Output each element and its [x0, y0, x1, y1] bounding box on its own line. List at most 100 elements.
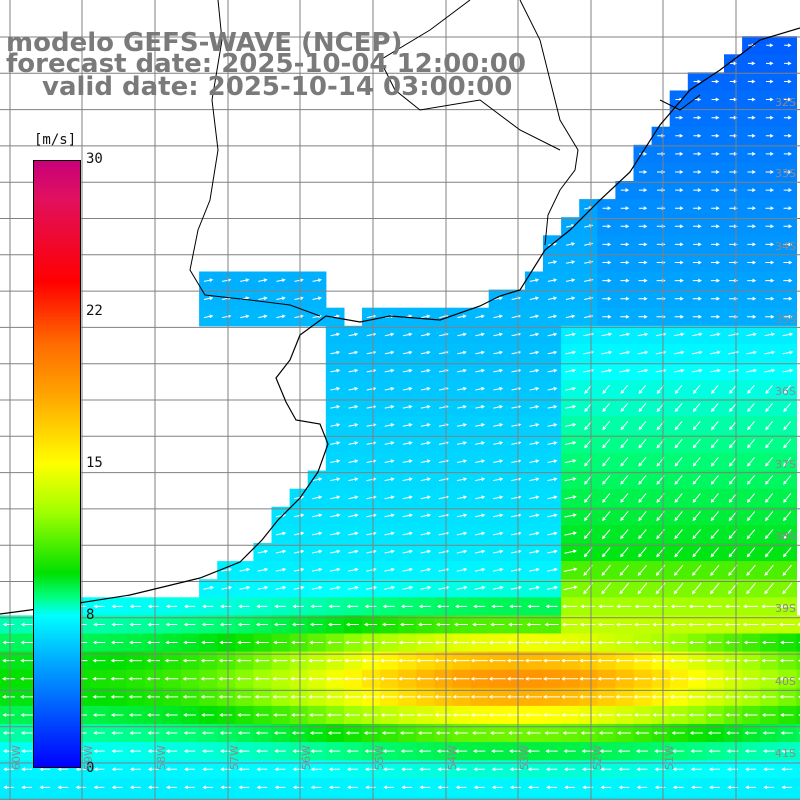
wind-arrow	[491, 767, 503, 772]
wind-arrow	[364, 767, 377, 772]
wind-arrow	[797, 677, 800, 681]
wind-arrow	[2, 713, 15, 717]
wind-arrow	[418, 749, 431, 754]
wind-arrow	[366, 477, 377, 482]
wind-arrow	[493, 441, 504, 445]
wind-arrow	[654, 749, 667, 754]
wind-arrow	[763, 785, 775, 790]
wind-arrow	[547, 386, 558, 391]
lon-label: 58W	[155, 745, 168, 770]
wind-arrow	[600, 767, 612, 772]
wind-arrow	[475, 368, 486, 373]
wind-arrow	[511, 567, 522, 572]
wind-arrow	[416, 658, 434, 663]
wind-speed-cell	[144, 796, 164, 800]
lat-label: 36S	[775, 385, 796, 398]
wind-arrow	[493, 405, 504, 409]
wind-arrow	[654, 767, 666, 772]
wind-speed-cell	[36, 796, 55, 800]
wind-arrow	[346, 767, 358, 772]
wind-arrow	[761, 694, 777, 699]
wind-arrow	[709, 785, 720, 790]
wind-arrow	[312, 278, 322, 282]
wind-arrow	[637, 564, 648, 576]
wind-arrow	[691, 350, 703, 355]
wind-arrow	[455, 767, 467, 772]
wind-arrow	[293, 513, 305, 518]
wind-arrow	[639, 151, 648, 156]
wind-arrow	[129, 622, 142, 627]
wind-arrow	[669, 676, 687, 681]
wind-arrow	[437, 785, 449, 790]
wind-arrow	[688, 622, 705, 627]
wind-arrow	[110, 713, 124, 717]
wind-arrow	[672, 785, 684, 790]
wind-arrow	[561, 713, 578, 717]
wind-arrow	[508, 622, 523, 627]
wind-arrow	[781, 749, 793, 754]
wind-arrow	[200, 694, 215, 699]
wind-arrow	[564, 404, 577, 409]
wind-arrow	[671, 731, 685, 735]
wind-arrow	[547, 477, 558, 482]
wind-arrow	[546, 785, 557, 790]
wind-arrow	[602, 314, 612, 319]
wind-arrow	[311, 567, 323, 572]
wind-arrow	[766, 43, 774, 48]
wind-arrow	[294, 296, 304, 301]
wind-arrow	[398, 694, 416, 699]
wind-arrow	[402, 495, 413, 500]
wind-arrow	[218, 694, 233, 699]
wind-arrow	[146, 676, 161, 681]
wind-arrow	[493, 477, 504, 482]
wind-arrow	[344, 694, 361, 699]
wind-arrow	[381, 731, 396, 735]
wind-arrow	[747, 61, 756, 66]
wind-arrow	[620, 420, 629, 431]
wind-arrow	[362, 658, 379, 663]
wind-arrow	[529, 386, 540, 391]
wind-arrow	[710, 314, 721, 319]
wind-arrow	[529, 513, 540, 518]
wind-arrow	[366, 405, 377, 409]
wind-arrow	[782, 350, 794, 355]
wind-arrow	[2, 731, 15, 735]
wind-arrow	[220, 785, 232, 790]
wind-arrow	[561, 640, 578, 645]
wind-arrow	[147, 604, 159, 609]
wind-arrow	[129, 640, 142, 645]
wind-arrow	[128, 658, 142, 663]
wind-arrow	[147, 713, 160, 717]
wind-arrow	[129, 785, 141, 790]
wind-arrow	[747, 438, 755, 449]
wind-arrow	[690, 767, 702, 772]
wind-speed-cell	[778, 796, 797, 800]
wind-arrow	[783, 475, 792, 485]
wind-arrow	[638, 170, 648, 174]
wind-arrow	[454, 604, 468, 609]
wind-arrow	[711, 260, 720, 265]
wind-arrow	[457, 423, 468, 427]
wind-arrow	[273, 622, 287, 627]
wind-arrow	[564, 422, 577, 427]
wind-arrow	[526, 622, 541, 627]
wind-arrow	[348, 531, 359, 536]
wind-arrow	[674, 420, 683, 431]
wind-arrow	[690, 749, 703, 754]
wind-arrow	[728, 456, 737, 467]
wind-arrow	[362, 676, 380, 681]
wind-arrow	[111, 767, 123, 772]
wind-arrow	[420, 368, 431, 373]
wind-arrow	[564, 785, 576, 790]
wind-arrow	[506, 658, 524, 663]
wind-arrow	[293, 585, 305, 590]
wind-arrow	[328, 785, 340, 790]
wind-speed-cell	[54, 796, 73, 800]
wind-arrow	[273, 640, 287, 645]
wind-arrow	[258, 296, 268, 301]
wind-arrow	[764, 332, 776, 337]
wind-arrow	[692, 511, 701, 522]
wind-arrow	[634, 622, 650, 627]
wind-arrow	[783, 188, 793, 192]
wind-arrow	[706, 658, 723, 663]
